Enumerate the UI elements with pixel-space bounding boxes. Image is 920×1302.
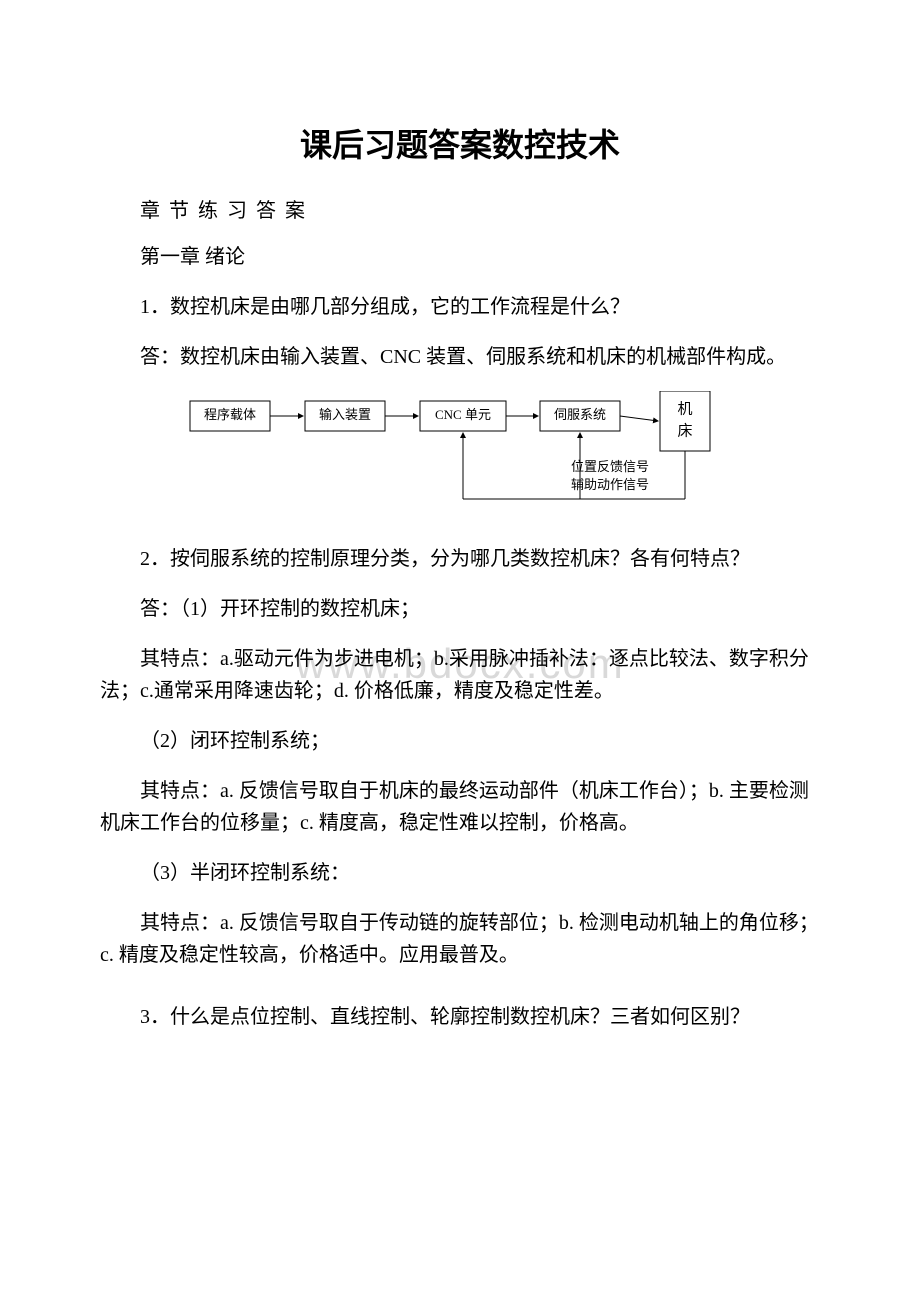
flowchart-svg: 程序载体 输入装置 CNC 单元 伺服系统 机床位置反馈信号辅助动作信号 [180,391,740,521]
answer-2-3: （2）闭环控制系统； [100,725,820,757]
page-title: 课后习题答案数控技术 [100,120,820,166]
svg-text:CNC 单元: CNC 单元 [435,407,491,422]
subtitle-1: 章 节 练 习 答 案 [100,194,820,223]
flowchart-diagram: 程序载体 输入装置 CNC 单元 伺服系统 机床位置反馈信号辅助动作信号 [100,391,820,521]
subtitle-2: 第一章 绪论 [100,241,820,273]
answer-2-2: 其特点：a.驱动元件为步进电机；b.采用脉冲插补法：逐点比较法、数字积分法；c.… [100,643,820,707]
svg-text:机: 机 [677,400,692,417]
document-content: 课后习题答案数控技术 章 节 练 习 答 案 第一章 绪论 1．数控机床是由哪几… [100,120,820,1033]
answer-2-4: 其特点：a. 反馈信号取自于机床的最终运动部件（机床工作台）；b. 主要检测机床… [100,775,820,839]
question-3: 3．什么是点位控制、直线控制、轮廓控制数控机床？三者如何区别？ [100,1001,820,1033]
svg-text:输入装置: 输入装置 [319,407,371,422]
answer-2-1: 答：（1）开环控制的数控机床； [100,593,820,625]
answer-1: 答：数控机床由输入装置、CNC 装置、伺服系统和机床的机械部件构成。 [100,341,820,373]
svg-text:位置反馈信号: 位置反馈信号 [571,459,649,474]
question-2: 2．按伺服系统的控制原理分类，分为哪几类数控机床？各有何特点？ [100,543,820,575]
answer-2-5: （3）半闭环控制系统： [100,857,820,889]
question-1: 1．数控机床是由哪几部分组成，它的工作流程是什么？ [100,291,820,323]
svg-text:程序载体: 程序载体 [204,407,256,422]
svg-text:床: 床 [677,422,692,439]
answer-2-6: 其特点：a. 反馈信号取自于传动链的旋转部位；b. 检测电动机轴上的角位移；c.… [100,907,820,971]
svg-text:辅助动作信号: 辅助动作信号 [571,477,649,492]
svg-text:伺服系统: 伺服系统 [554,407,606,422]
